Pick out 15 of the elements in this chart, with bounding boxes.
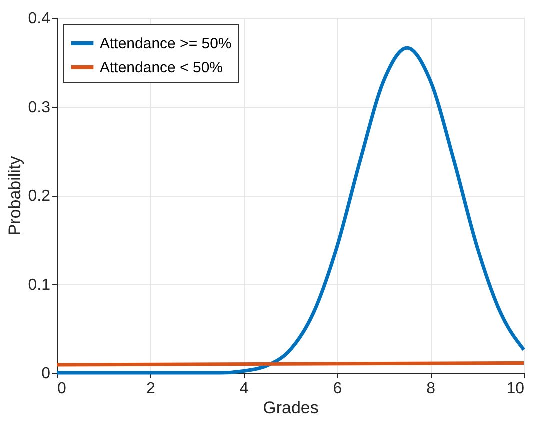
x-tick-label: 10 — [506, 380, 525, 398]
x-tick-label: 0 — [58, 380, 66, 398]
x-axis-title: Grades — [263, 398, 319, 418]
x-tick-label: 8 — [426, 380, 436, 398]
y-tick-label: 0.2 — [28, 188, 51, 205]
y-axis-title: Probability — [5, 156, 24, 236]
x-tick-label: 6 — [333, 380, 342, 398]
y-tick-label: 0.4 — [28, 10, 51, 28]
y-tick-label: 0 — [42, 366, 51, 382]
legend-label: Attendance >= 50% — [100, 36, 232, 52]
x-tick-label: 2 — [146, 380, 156, 398]
y-tick-label: 0.1 — [28, 276, 51, 294]
legend-label: Attendance < 50% — [100, 60, 224, 76]
x-tick-label: 4 — [240, 380, 249, 398]
y-tick-label: 0.3 — [28, 99, 51, 116]
